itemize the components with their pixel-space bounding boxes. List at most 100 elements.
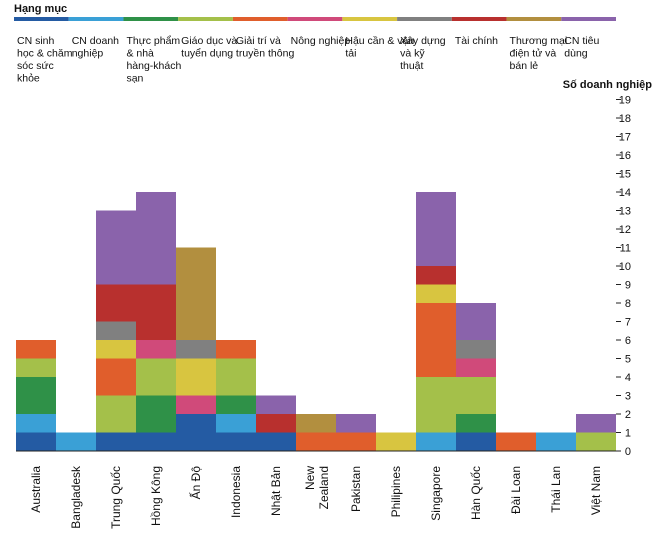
bar-segment-bangladesk-cn-doanh-nghiep (56, 432, 96, 451)
x-tick-label-hong-kong: Hồng Kông (149, 466, 163, 526)
bar-segment-singapore-giao-duc-va-tuyen-dung (416, 377, 456, 433)
bar-segment-australia-giai-tri-va-truyen-thong (16, 340, 56, 359)
bar-segment-indonesia-giai-tri-va-truyen-thong (216, 340, 256, 359)
legend-label-cn-doanh-nghiep: CN doanh nghiệp (72, 35, 119, 60)
legend-label-giao-duc-va-tuyen-dung: Giáo dục và tuyển dụng (181, 35, 237, 60)
bar-segment-australia-cn-doanh-nghiep (16, 414, 56, 433)
y-tick-label: 5 (625, 354, 631, 366)
y-tick-label: 14 (619, 187, 631, 199)
x-axis-labels: Australia Bangladesk Trung Quốc Hồng Kông Ấn… (29, 465, 603, 529)
legend-label-thuong-mai-dien-tu-va-ban-le: Thương mại điện tử và bán lẻ (510, 35, 568, 72)
bar-segment-trung-quoc-tai-chinh (96, 284, 136, 322)
bar-segment-trung-quoc-hau-can-van-tai (96, 340, 136, 359)
x-tick-label-bangladesk: Bangladesk (69, 465, 83, 529)
x-tick-label-australia: Australia (29, 466, 43, 513)
bar-segment-new-zealand-giai-tri-va-truyen-thong (296, 432, 336, 451)
legend-swatch-hau-can-van-tai (342, 17, 398, 21)
bar-segment-singapore-tai-chinh (416, 266, 456, 285)
bar-segment-philipines-hau-can-van-tai (376, 432, 416, 451)
y-tick-label: 3 (625, 391, 631, 403)
y-tick-label: 11 (620, 243, 631, 255)
x-tick-label-new-zealand: NewZealand (303, 466, 331, 510)
y-tick-label: 8 (625, 298, 631, 310)
x-tick-label-thai-lan: Thái Lan (549, 466, 563, 513)
x-tick-label-trung-quoc: Trung Quốc (109, 466, 123, 529)
bar-segment-new-zealand-thuong-mai-dien-tu-va-ban-le (296, 414, 336, 433)
x-tick-label-philipines: Philipines (389, 466, 403, 517)
bar-segment-singapore-giai-tri-va-truyen-thong (416, 303, 456, 377)
legend-swatch-giao-duc-va-tuyen-dung (178, 17, 233, 21)
bar-segment-han-quoc-cn-sinh-hoc-cham-soc-suc-khoe (456, 432, 496, 451)
bar-segment-dai-loan-giai-tri-va-truyen-thong (496, 432, 536, 451)
bar-segment-australia-thuc-pham-nha-hang-khach-san (16, 377, 56, 414)
bar-segment-han-quoc-nong-nghiep (456, 358, 496, 377)
legend-label-cn-tieu-dung: CN tiêu dùng (564, 35, 599, 60)
y-tick-label: 19 (619, 95, 631, 107)
bar-segment-han-quoc-cn-tieu-dung (456, 303, 496, 340)
bar-segment-hong-kong-giao-duc-va-tuyen-dung (136, 358, 176, 396)
bar-segment-hong-kong-thuc-pham-nha-hang-khach-san (136, 395, 176, 433)
legend-swatch-thuc-pham-nha-hang-khach-san (123, 17, 179, 21)
bar-segment-hong-kong-cn-sinh-hoc-cham-soc-suc-khoe (136, 432, 176, 451)
x-tick-label-dai-loan: Đài Loan (509, 466, 523, 514)
y-tick-label: 0 (625, 446, 631, 458)
legend-swatch-thuong-mai-dien-tu-va-ban-le (506, 17, 562, 21)
bar-segment-indonesia-cn-doanh-nghiep (216, 414, 256, 433)
bar-segment-nhat-ban-cn-tieu-dung (256, 395, 296, 414)
bar-segment-trung-quoc-giao-duc-va-tuyen-dung (96, 395, 136, 433)
bar-segment-singapore-hau-can-van-tai (416, 284, 456, 303)
x-tick-label-viet-nam: Việt Nam (589, 466, 603, 515)
bar-segment-hong-kong-cn-tieu-dung (136, 192, 176, 285)
x-tick-label-pakistan: Pakistan (349, 466, 363, 512)
legend-swatch-cn-doanh-nghiep (68, 17, 124, 21)
y-tick-label: 1 (625, 428, 631, 440)
legend-swatch-cn-tieu-dung (561, 17, 616, 21)
bar-segment-pakistan-giai-tri-va-truyen-thong (336, 432, 376, 451)
legend-label-giai-tri-va-truyen-thong: Giải trí và truyền thông (236, 35, 295, 60)
bar-segment-trung-quoc-giai-tri-va-truyen-thong (96, 358, 136, 396)
bar-segment-indonesia-cn-sinh-hoc-cham-soc-suc-khoe (216, 432, 256, 451)
legend-swatch-giai-tri-va-truyen-thong (232, 17, 288, 21)
bar-segment-hong-kong-tai-chinh (136, 284, 176, 340)
legend-label-nong-nghiep: Nông nghiệp (291, 35, 351, 47)
bar-segment-viet-nam-cn-tieu-dung (576, 414, 616, 433)
bar-segment-nhat-ban-cn-sinh-hoc-cham-soc-suc-khoe (256, 432, 296, 451)
bar-segment-han-quoc-thuc-pham-nha-hang-khach-san (456, 414, 496, 433)
bar-segment-nhat-ban-tai-chinh (256, 414, 296, 433)
legend-swatch-tai-chinh (451, 17, 507, 21)
legend-label-tai-chinh: Tài chính (455, 35, 498, 47)
x-tick-label-an-do: Ấn Độ (188, 466, 203, 500)
y-tick-label: 4 (625, 372, 631, 384)
x-tick-label-han-quoc: Hàn Quốc (469, 466, 483, 520)
y-tick-label: 6 (625, 335, 631, 347)
x-tick-label-nhat-ban: Nhật Bản (269, 466, 283, 516)
bar-segment-an-do-cn-sinh-hoc-cham-soc-suc-khoe (176, 414, 216, 451)
bar-segment-hong-kong-nong-nghiep (136, 340, 176, 359)
legend-label-thuc-pham-nha-hang-khach-san: Thực phẩm & nhà hàng-khách sạn (126, 35, 181, 85)
bar-segment-an-do-thuong-mai-dien-tu-va-ban-le (176, 247, 216, 340)
bar-segment-singapore-cn-tieu-dung (416, 192, 456, 266)
y-tick-label: 7 (625, 317, 631, 329)
y-tick-label: 13 (619, 206, 631, 218)
bar-segment-indonesia-thuc-pham-nha-hang-khach-san (216, 395, 256, 414)
bar-segment-an-do-hau-can-van-tai (176, 358, 216, 396)
bar-segment-trung-quoc-cn-sinh-hoc-cham-soc-suc-khoe (96, 432, 136, 451)
bar-segment-trung-quoc-xay-dung-va-ky-thuat (96, 321, 136, 340)
legend-label-xay-dung-va-ky-thuat: Xây dựng và kỹ thuật (400, 35, 446, 72)
y-tick-label: 12 (619, 224, 631, 236)
bar-segment-australia-giao-duc-va-tuyen-dung (16, 358, 56, 377)
legend-label-hau-can-van-tai: Hậu cần & vận tải (345, 35, 414, 60)
x-tick-label-indonesia: Indonesia (229, 466, 243, 518)
bar-segment-an-do-xay-dung-va-ky-thuat (176, 340, 216, 359)
legend-label-cn-sinh-hoc-cham-soc-suc-khoe: CN sinh học & chăm sóc sức khỏe (17, 35, 73, 85)
legend-swatch-cn-sinh-hoc-cham-soc-suc-khoe (14, 17, 69, 21)
bar-segment-pakistan-cn-tieu-dung (336, 414, 376, 433)
bars (16, 192, 616, 451)
bar-segment-han-quoc-giao-duc-va-tuyen-dung (456, 377, 496, 414)
y-tick-label: 15 (619, 169, 631, 181)
y-tick-label: 9 (625, 280, 631, 292)
bar-segment-viet-nam-giao-duc-va-tuyen-dung (576, 432, 616, 451)
